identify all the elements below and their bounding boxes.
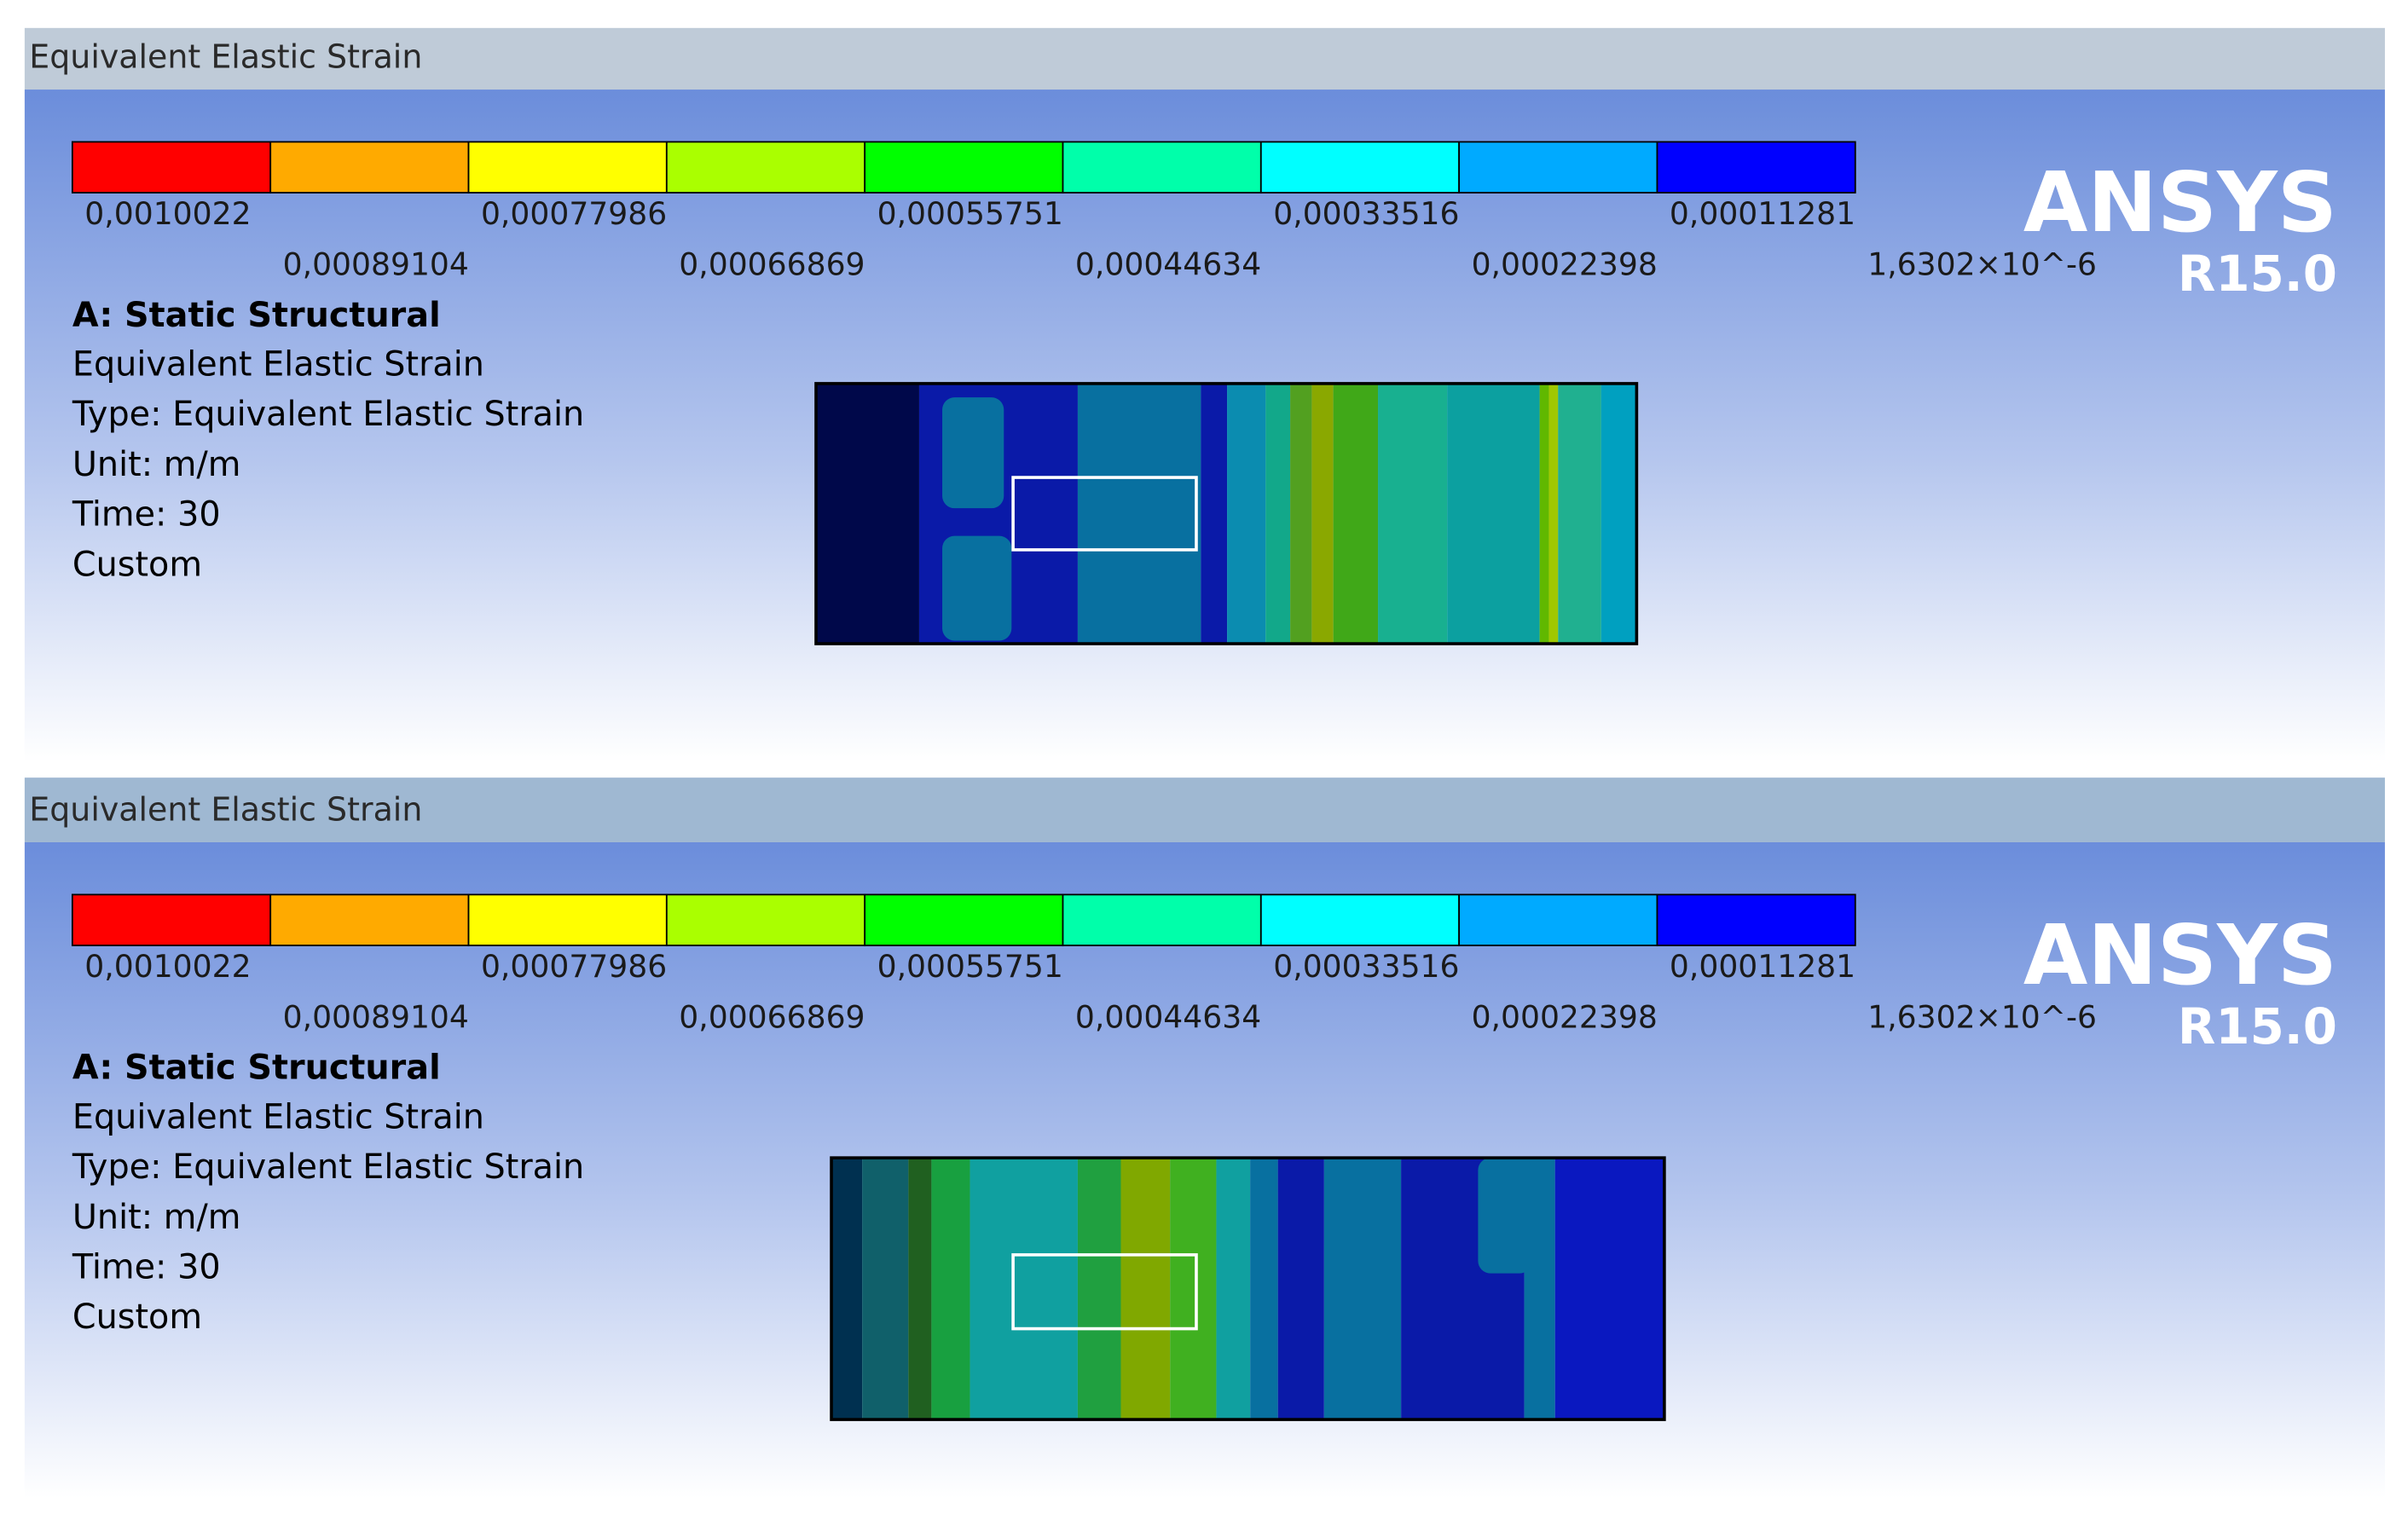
contour-region — [942, 397, 1004, 509]
probe-box — [1011, 1253, 1198, 1331]
legend-swatch — [864, 893, 1064, 946]
contour-band — [1277, 1158, 1324, 1420]
contour-band — [1201, 383, 1228, 645]
info-line: Unit: m/m — [72, 1198, 241, 1237]
legend-label: 0,00011281 — [1670, 195, 1855, 232]
legend-label: 0,00011281 — [1670, 948, 1855, 985]
legend-swatch — [71, 141, 272, 194]
model-outline — [830, 1156, 1666, 1421]
contour-band — [1601, 383, 1637, 645]
legend-label: 0,00044634 — [1075, 999, 1261, 1036]
contour-band — [1216, 1158, 1251, 1420]
legend-label: 0,00066869 — [679, 999, 865, 1036]
contour-band — [931, 1158, 970, 1420]
legend-swatch — [269, 893, 470, 946]
contour-band — [1077, 1158, 1121, 1420]
contour-region — [942, 535, 1012, 641]
contour-band — [908, 1158, 932, 1420]
contour-band — [1170, 1158, 1217, 1420]
legend-label: 0,00055751 — [877, 948, 1063, 985]
legend-label: 0,00044634 — [1075, 246, 1261, 283]
info-heading: A: Static Structural — [72, 1049, 441, 1088]
legend-swatch — [1458, 141, 1658, 194]
legend-swatch — [665, 141, 866, 194]
contour-band — [862, 1158, 909, 1420]
legend-label: 0,00077986 — [481, 948, 667, 985]
legend-label: 0,00066869 — [679, 246, 865, 283]
panel-header — [24, 27, 2385, 90]
logo-version: R15.0 — [2178, 997, 2337, 1055]
legend-swatch — [1259, 141, 1461, 194]
legend-swatch — [1062, 893, 1262, 946]
legend-label: 0,00033516 — [1273, 195, 1459, 232]
contour-band — [815, 383, 919, 645]
legend-swatch — [1062, 141, 1262, 194]
contour-band — [1227, 383, 1266, 645]
contour-band — [1378, 383, 1448, 645]
legend-swatch — [71, 893, 272, 946]
legend-swatch — [665, 893, 866, 946]
legend-label: 0,0010022 — [84, 195, 251, 232]
legend-swatch — [1656, 141, 1856, 194]
legend-swatch — [467, 893, 668, 946]
contour-band — [1265, 383, 1291, 645]
legend-swatch — [1259, 893, 1461, 946]
model-outline — [814, 382, 1639, 645]
info-line: Type: Equivalent Elastic Strain — [72, 395, 584, 434]
legend-swatch — [467, 141, 668, 194]
legend-label: 0,00022398 — [1472, 999, 1658, 1036]
legend-swatch — [1458, 893, 1658, 946]
contour-band — [1290, 383, 1312, 645]
contour-band — [1311, 383, 1334, 645]
contour-band — [831, 1158, 863, 1420]
contour-band — [1447, 383, 1540, 645]
info-line: Custom — [72, 1298, 202, 1337]
contour-band — [1120, 1158, 1171, 1420]
contour-band — [1558, 383, 1601, 645]
contour-band — [1250, 1158, 1278, 1420]
legend-label: 0,00022398 — [1472, 246, 1658, 283]
info-line: Custom — [72, 545, 202, 584]
logo-name: ANSYS — [2023, 153, 2337, 251]
legend-label: 0,00055751 — [877, 195, 1063, 232]
contour-band — [1077, 383, 1201, 645]
legend-label: 0,00033516 — [1273, 948, 1459, 985]
legend-label: 1,6302×10^-6 — [1867, 999, 2097, 1036]
contour-band — [970, 1158, 1078, 1420]
info-line: Type: Equivalent Elastic Strain — [72, 1147, 584, 1187]
probe-box — [1011, 476, 1198, 552]
legend-label: 0,0010022 — [84, 948, 251, 985]
info-line: Equivalent Elastic Strain — [72, 1098, 484, 1137]
info-line: Time: 30 — [72, 495, 221, 535]
info-line: Unit: m/m — [72, 445, 241, 484]
contour-band — [1333, 383, 1379, 645]
contour-band — [1323, 1158, 1402, 1420]
legend-label: 1,6302×10^-6 — [1867, 246, 2097, 283]
legend-label: 0,00089104 — [283, 246, 469, 283]
contour-band — [1548, 383, 1559, 645]
info-line: Equivalent Elastic Strain — [72, 345, 484, 384]
legend-swatch — [864, 141, 1064, 194]
legend-swatch — [1656, 893, 1856, 946]
logo-version: R15.0 — [2178, 245, 2337, 303]
contour-band — [1539, 383, 1549, 645]
legend-label: 0,00089104 — [283, 999, 469, 1036]
panel-title: Equivalent Elastic Strain — [29, 790, 422, 828]
info-heading: A: Static Structural — [72, 296, 441, 335]
panel-header — [24, 777, 2385, 842]
contour-region — [1478, 1158, 1532, 1274]
contour-band — [1554, 1158, 1664, 1420]
legend-swatch — [269, 141, 470, 194]
panel-title: Equivalent Elastic Strain — [29, 38, 422, 75]
info-line: Time: 30 — [72, 1248, 221, 1287]
logo-name: ANSYS — [2023, 906, 2337, 1003]
legend-label: 0,00077986 — [481, 195, 667, 232]
